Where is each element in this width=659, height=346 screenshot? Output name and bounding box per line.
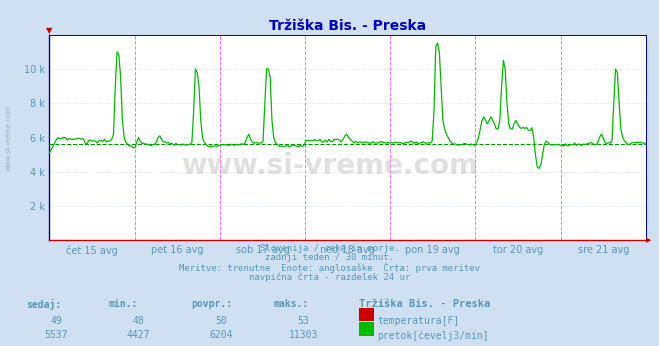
Text: zadnji teden / 30 minut.: zadnji teden / 30 minut. (265, 253, 394, 262)
Text: www.si-vreme.com: www.si-vreme.com (181, 152, 478, 180)
Text: 4427: 4427 (127, 330, 150, 340)
Text: 49: 49 (50, 316, 62, 326)
Text: Slovenija / reke in morje.: Slovenija / reke in morje. (260, 244, 399, 253)
Text: Meritve: trenutne  Enote: anglosaške  Črta: prva meritev: Meritve: trenutne Enote: anglosaške Črta… (179, 263, 480, 273)
Text: 5537: 5537 (44, 330, 68, 340)
Text: 11303: 11303 (289, 330, 318, 340)
Text: sedaj:: sedaj: (26, 299, 61, 310)
Text: 48: 48 (132, 316, 144, 326)
Text: 6204: 6204 (209, 330, 233, 340)
Title: Tržiška Bis. - Preska: Tržiška Bis. - Preska (269, 19, 426, 34)
Text: 50: 50 (215, 316, 227, 326)
Text: ▶: ▶ (646, 237, 651, 244)
Text: min.:: min.: (109, 299, 138, 309)
Text: www.si-vreme.com: www.si-vreme.com (5, 105, 12, 172)
Text: temperatura[F]: temperatura[F] (378, 316, 460, 326)
Text: Tržiška Bis. - Preska: Tržiška Bis. - Preska (359, 299, 490, 309)
Text: 53: 53 (297, 316, 309, 326)
Text: maks.:: maks.: (273, 299, 308, 309)
Text: povpr.:: povpr.: (191, 299, 232, 309)
Text: ▼: ▼ (46, 26, 53, 35)
Text: navpična črta - razdelek 24 ur: navpična črta - razdelek 24 ur (249, 273, 410, 282)
Text: pretok[čevelj3/min]: pretok[čevelj3/min] (378, 330, 489, 341)
